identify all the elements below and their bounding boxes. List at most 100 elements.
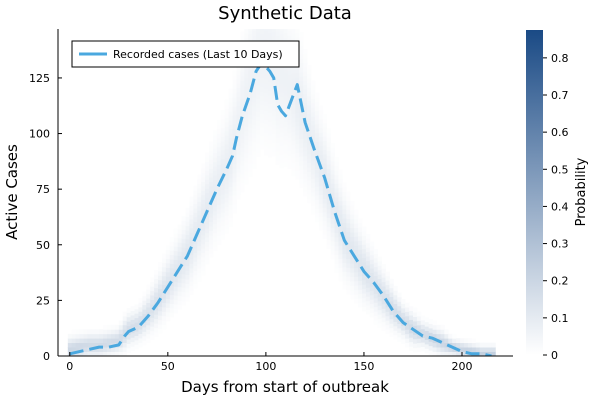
heatmap-cell	[233, 182, 237, 187]
heatmap-cell	[374, 311, 378, 316]
heatmap-cell	[303, 178, 307, 183]
heatmap-cell	[244, 135, 248, 140]
y-axis-label: Active Cases	[3, 144, 21, 240]
heatmap-cell	[236, 163, 240, 168]
heatmap-cell	[303, 174, 307, 179]
heatmap-cell	[221, 203, 225, 208]
heatmap-cell	[276, 120, 280, 125]
heatmap-cell	[268, 24, 272, 29]
heatmap-cell	[393, 308, 397, 313]
heatmap-cell	[437, 334, 441, 339]
heatmap-cell	[170, 312, 174, 317]
heatmap-cell	[323, 199, 327, 204]
heatmap-cell	[221, 221, 225, 226]
heatmap-cell	[417, 338, 421, 343]
heatmap-cell	[319, 190, 323, 195]
heatmap-cell	[131, 333, 135, 338]
heatmap-cell	[174, 291, 178, 296]
heatmap-cell	[178, 238, 182, 243]
heatmap-cell	[358, 249, 362, 254]
heatmap-cell	[491, 347, 495, 352]
heatmap-cell	[225, 126, 229, 131]
heatmap-cell	[178, 242, 182, 247]
heatmap-cell	[225, 189, 229, 194]
heatmap-cell	[291, 114, 295, 119]
heatmap-cell	[225, 215, 229, 220]
heatmap-cell	[236, 177, 240, 182]
heatmap-cell	[170, 286, 174, 291]
heatmap-cell	[115, 338, 119, 343]
heatmap-cell	[413, 339, 417, 344]
heatmap-cell	[354, 294, 358, 299]
heatmap-cell	[299, 50, 303, 55]
heatmap-cell	[225, 113, 229, 118]
heatmap-cell	[307, 83, 311, 88]
heatmap-cell	[142, 331, 146, 336]
heatmap-cell	[307, 87, 311, 92]
heatmap-cell	[327, 160, 331, 165]
heatmap-cell	[213, 162, 217, 167]
heatmap-cell	[370, 264, 374, 269]
heatmap-cell	[111, 329, 115, 334]
heatmap-cell	[378, 261, 382, 266]
heatmap-cell	[299, 112, 303, 117]
heatmap-cell	[444, 347, 448, 352]
heatmap-cell	[158, 329, 162, 334]
heatmap-cell	[182, 225, 186, 230]
heatmap-cell	[315, 119, 319, 124]
heatmap-cell	[240, 94, 244, 99]
heatmap-cell	[303, 182, 307, 187]
heatmap-cell	[260, 136, 264, 141]
heatmap-cell	[437, 325, 441, 330]
heatmap-cell	[284, 122, 288, 127]
colorbar-tick-label: 0.5	[551, 163, 569, 176]
heatmap-cell	[346, 236, 350, 241]
heatmap-cell	[264, 106, 268, 111]
heatmap-cell	[405, 343, 409, 348]
heatmap-cell	[158, 280, 162, 285]
heatmap-cell	[193, 253, 197, 258]
heatmap-cell	[158, 289, 162, 294]
heatmap-cell	[174, 242, 178, 247]
heatmap-cell	[342, 280, 346, 285]
heatmap-cell	[280, 34, 284, 39]
heatmap-cell	[182, 292, 186, 297]
heatmap-cell	[366, 296, 370, 301]
heatmap-cell	[315, 102, 319, 107]
heatmap-cell	[291, 149, 295, 154]
heatmap-cell	[335, 170, 339, 175]
heatmap-cell	[193, 244, 197, 249]
heatmap-cell	[335, 206, 339, 211]
heatmap-cell	[221, 226, 225, 231]
heatmap-cell	[68, 334, 72, 339]
heatmap-cell	[284, 149, 288, 154]
heatmap-cell	[284, 0, 288, 2]
heatmap-cell	[417, 316, 421, 321]
heatmap-cell	[146, 303, 150, 308]
heatmap-cell	[158, 271, 162, 276]
heatmap-cell	[127, 321, 131, 326]
heatmap-cell	[264, 115, 268, 120]
heatmap-cell	[307, 194, 311, 199]
heatmap-cell	[205, 251, 209, 256]
heatmap-cell	[378, 296, 382, 301]
heatmap-cell	[240, 81, 244, 86]
heatmap-cell	[342, 249, 346, 254]
heatmap-cell	[287, 120, 291, 125]
heatmap-cell	[472, 338, 476, 343]
heatmap-cell	[299, 121, 303, 126]
heatmap-cell	[201, 182, 205, 187]
heatmap-cell	[170, 246, 174, 251]
heatmap-cell	[256, 0, 260, 1]
heatmap-cell	[178, 305, 182, 310]
heatmap-cell	[264, 102, 268, 107]
heatmap-cell	[185, 288, 189, 293]
heatmap-cell	[358, 280, 362, 285]
heatmap-cell	[350, 268, 354, 273]
heatmap-cell	[303, 160, 307, 165]
heatmap-cell	[323, 225, 327, 230]
heatmap-cell	[170, 237, 174, 242]
heatmap-cell	[244, 33, 248, 38]
heatmap-cell	[146, 320, 150, 325]
heatmap-cell	[127, 335, 131, 340]
